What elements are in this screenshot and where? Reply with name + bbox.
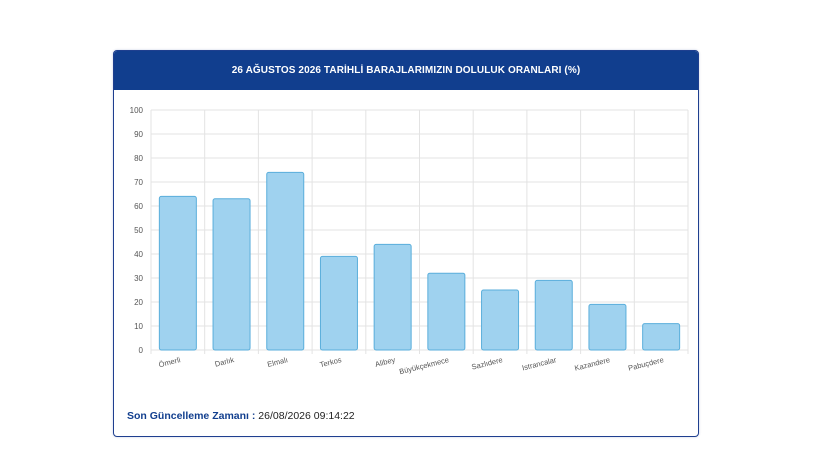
bar [588,303,627,351]
dam-levels-card: 26 AĞUSTOS 2026 TARİHLİ BARAJLARIMIZIN D… [113,50,699,437]
y-axis-ticks: 0 10 20 30 40 50 60 70 80 90 100 [130,106,144,355]
bar [212,198,251,351]
y-tick-label: 50 [134,226,143,235]
x-tick-label: Büyükçekmece [398,355,450,376]
bar-chart: 0 10 20 30 40 50 60 70 80 90 100 Ömerli Darlık Elmal… [130,106,689,376]
x-tick-label: Pabuçdere [627,355,664,373]
last-updated-label: Son Güncelleme Zamanı : [127,410,256,422]
y-tick-label: 60 [134,202,143,211]
bar [158,195,197,351]
bars [158,171,681,351]
bar [481,289,520,351]
y-tick-label: 30 [134,274,143,283]
bar [427,272,466,351]
y-tick-label: 20 [134,298,143,307]
bar [319,255,358,351]
y-tick-label: 10 [134,322,143,331]
x-tick-label: Alibey [374,355,396,369]
bar [642,323,681,351]
x-tick-label: Kazandere [574,355,611,373]
x-tick-label: Sazlıdere [471,355,504,371]
bar [373,243,412,351]
x-axis-ticks: Ömerli Darlık Elmalı Terkos Alibey Büyükçekme… [158,355,665,376]
x-tick-label: Elmalı [266,355,288,369]
chart-area: 0 10 20 30 40 50 60 70 80 90 100 Ömerli Darlık Elmal… [114,90,698,390]
y-tick-label: 90 [134,130,143,139]
x-tick-label: Terkos [319,355,343,369]
x-tick-label: Darlık [214,355,235,369]
last-updated: Son Güncelleme Zamanı : 26/08/2026 09:14… [127,410,355,422]
last-updated-value: 26/08/2026 09:14:22 [258,410,355,422]
y-tick-label: 0 [139,346,144,355]
y-tick-label: 40 [134,250,143,259]
x-tick-label: Ömerli [158,355,182,369]
x-tick-label: Istrancalar [521,355,558,372]
bar [534,279,573,351]
chart-title: 26 AĞUSTOS 2026 TARİHLİ BARAJLARIMIZIN D… [114,51,698,90]
bar [266,171,305,351]
y-tick-label: 70 [134,178,143,187]
y-tick-label: 100 [130,106,144,115]
y-tick-label: 80 [134,154,143,163]
